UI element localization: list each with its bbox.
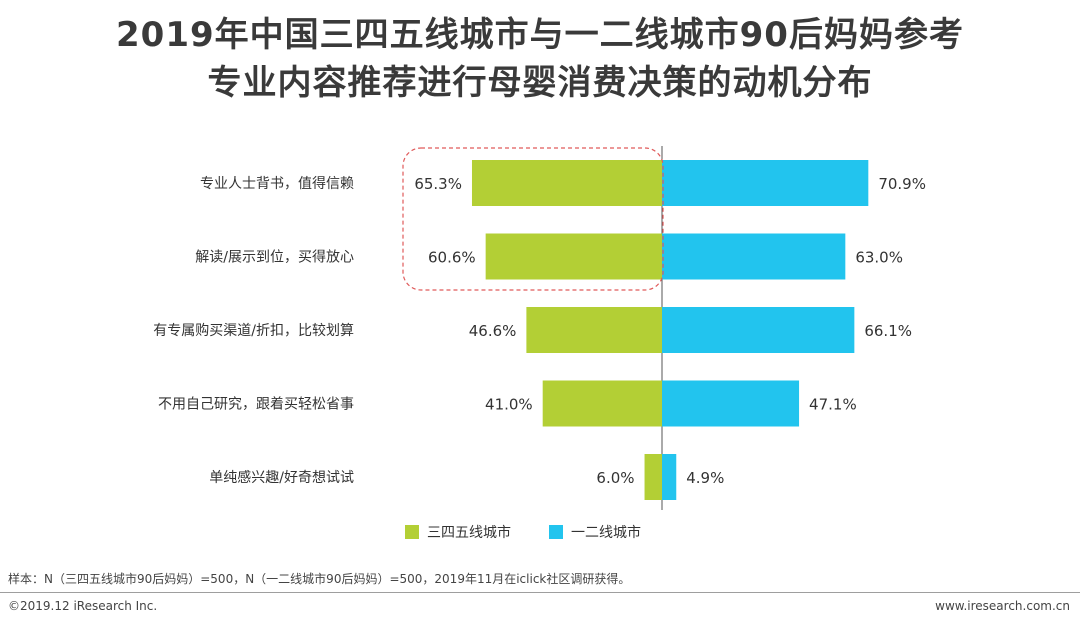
category-label: 解读/展示到位，买得放心 — [195, 249, 354, 266]
bar-right — [662, 454, 677, 500]
bar-right — [662, 307, 855, 353]
category-label: 不用自己研究，跟着买轻松省事 — [158, 397, 354, 413]
chart-title-line1: 2019年中国三四五线城市与一二线城市90后妈妈参考 — [116, 15, 964, 55]
data-label-right: 47.1% — [809, 396, 857, 414]
copyright: ©2019.12 iResearch Inc. — [8, 599, 158, 613]
bar-left — [526, 307, 662, 353]
bar-right — [662, 233, 846, 280]
bar-left — [471, 160, 662, 206]
category-label: 有专属购买渠道/折扣，比较划算 — [153, 323, 354, 339]
data-label-right: 63.0% — [855, 249, 903, 267]
bar-right — [662, 380, 800, 427]
footer-divider — [0, 592, 1080, 593]
bar-left — [542, 380, 662, 427]
bar-left — [485, 233, 662, 280]
data-label-left: 46.6% — [469, 322, 517, 340]
data-label-right: 66.1% — [864, 322, 912, 340]
chart-title-line2: 专业内容推荐进行母婴消费决策的动机分布 — [207, 63, 873, 103]
legend-swatch-left — [405, 525, 419, 539]
legend-label-right: 一二线城市 — [571, 524, 641, 541]
legend-label-left: 三四五线城市 — [427, 524, 511, 541]
data-label-left: 60.6% — [428, 249, 476, 267]
sample-note: 样本：N（三四五线城市90后妈妈）=500，N（一二线城市90后妈妈）=500，… — [8, 572, 631, 586]
data-label-left: 65.3% — [414, 175, 462, 193]
highlight-box — [402, 147, 664, 291]
legend-swatch-right — [549, 525, 563, 539]
bar-right — [662, 160, 869, 206]
data-label-left: 6.0% — [596, 469, 634, 487]
diverging-bar-chart: 专业人士背书，值得信赖 65.3% 70.9% 解读/展示到位，买得放心 60.6% 63… — [153, 146, 926, 541]
category-label: 单纯感兴趣/好奇想试试 — [209, 469, 354, 486]
category-label: 专业人士背书，值得信赖 — [200, 175, 354, 192]
bar-left — [644, 454, 662, 500]
website-url: www.iresearch.com.cn — [935, 599, 1070, 613]
data-label-right: 70.9% — [878, 175, 926, 193]
data-label-right: 4.9% — [686, 469, 724, 487]
data-label-left: 41.0% — [485, 396, 533, 414]
